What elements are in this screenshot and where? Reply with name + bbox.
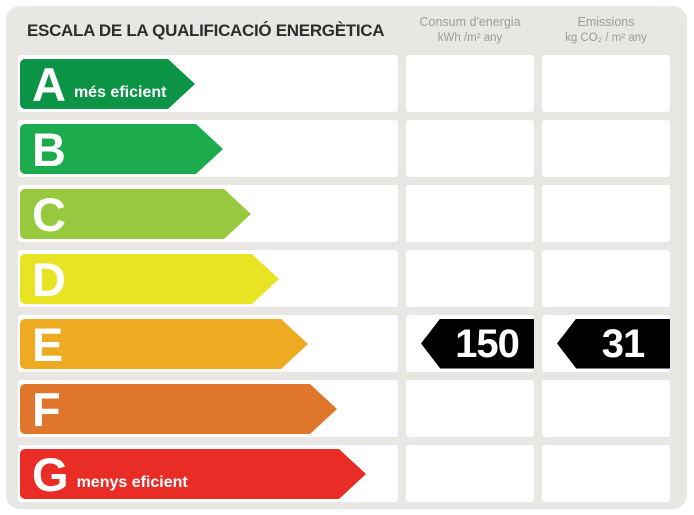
rating-bar-c: C (20, 187, 251, 241)
emissions-cell-g (542, 445, 670, 502)
rating-bar-b: B (20, 122, 223, 176)
scale-row-e: E 150 31 (18, 315, 670, 372)
scale-row-a: A més eficient (18, 55, 670, 112)
emissions-cell-e: 31 (542, 315, 670, 372)
emissions-cell-b (542, 120, 670, 177)
energy-label-panel: ESCALA DE LA QUALIFICACIÓ ENERGÈTICA Con… (6, 6, 687, 509)
rating-label-b (65, 167, 74, 174)
rating-bar-a: A més eficient (20, 57, 195, 111)
scale-cell-e: E (18, 315, 398, 372)
scale-rows: A més eficient B C (18, 55, 670, 502)
rating-bar-d: D (20, 252, 279, 306)
consum-cell-a (406, 55, 534, 112)
header-title-area: ESCALA DE LA QUALIFICACIÓ ENERGÈTICA (18, 6, 398, 55)
scale-cell-f: F (18, 380, 398, 437)
consum-cell-e: 150 (406, 315, 534, 372)
rating-letter-b: B (32, 122, 66, 176)
scale-cell-b: B (18, 120, 398, 177)
rating-label-a: més eficient (73, 83, 167, 101)
emissions-header-line2: kg CO₂ / m² any (565, 32, 647, 44)
consum-value: 150 (455, 321, 520, 366)
rating-letter-d: D (32, 252, 66, 306)
emissions-header-line1: Emissions (577, 15, 635, 29)
consum-column-header: Consum d'energia kWh /m² any (406, 6, 534, 55)
consum-cell-d (406, 250, 534, 307)
emissions-cell-f (542, 380, 670, 437)
consum-header-line1: Consum d'energia (419, 15, 521, 29)
scale-row-f: F (18, 380, 670, 437)
scale-row-b: B (18, 120, 670, 177)
rating-label-c (65, 232, 74, 239)
consum-cell-b (406, 120, 534, 177)
scale-row-g: G menys eficient (18, 445, 670, 502)
rating-label-g: menys eficient (76, 473, 188, 491)
rating-label-d (65, 297, 74, 304)
scale-cell-d: D (18, 250, 398, 307)
page-title: ESCALA DE LA QUALIFICACIÓ ENERGÈTICA (27, 21, 385, 40)
emissions-cell-a (542, 55, 670, 112)
emissions-value-badge: 31 (557, 318, 670, 369)
scale-row-c: C (18, 185, 670, 242)
rating-label-e (62, 362, 71, 369)
scale-row-d: D (18, 250, 670, 307)
consum-value-badge: 150 (421, 318, 534, 369)
emissions-column-header: Emissions kg CO₂ / m² any (542, 6, 670, 55)
emissions-value: 31 (601, 321, 645, 366)
emissions-cell-d (542, 250, 670, 307)
rating-letter-c: C (32, 187, 66, 241)
consum-cell-f (406, 380, 534, 437)
rating-letter-f: F (32, 382, 61, 436)
rating-bar-f: F (20, 382, 337, 436)
rating-label-f (60, 427, 69, 434)
consum-cell-g (406, 445, 534, 502)
consum-cell-c (406, 185, 534, 242)
scale-cell-g: G menys eficient (18, 445, 398, 502)
consum-header-line2: kWh /m² any (437, 32, 503, 44)
scale-cell-c: C (18, 185, 398, 242)
header: ESCALA DE LA QUALIFICACIÓ ENERGÈTICA Con… (18, 6, 670, 55)
emissions-cell-c (542, 185, 670, 242)
rating-letter-a: A (32, 57, 66, 111)
rating-bar-g: G menys eficient (20, 447, 366, 501)
scale-cell-a: A més eficient (18, 55, 398, 112)
rating-letter-e: E (32, 317, 63, 371)
rating-bar-e: E (20, 317, 308, 371)
rating-letter-g: G (32, 447, 69, 501)
